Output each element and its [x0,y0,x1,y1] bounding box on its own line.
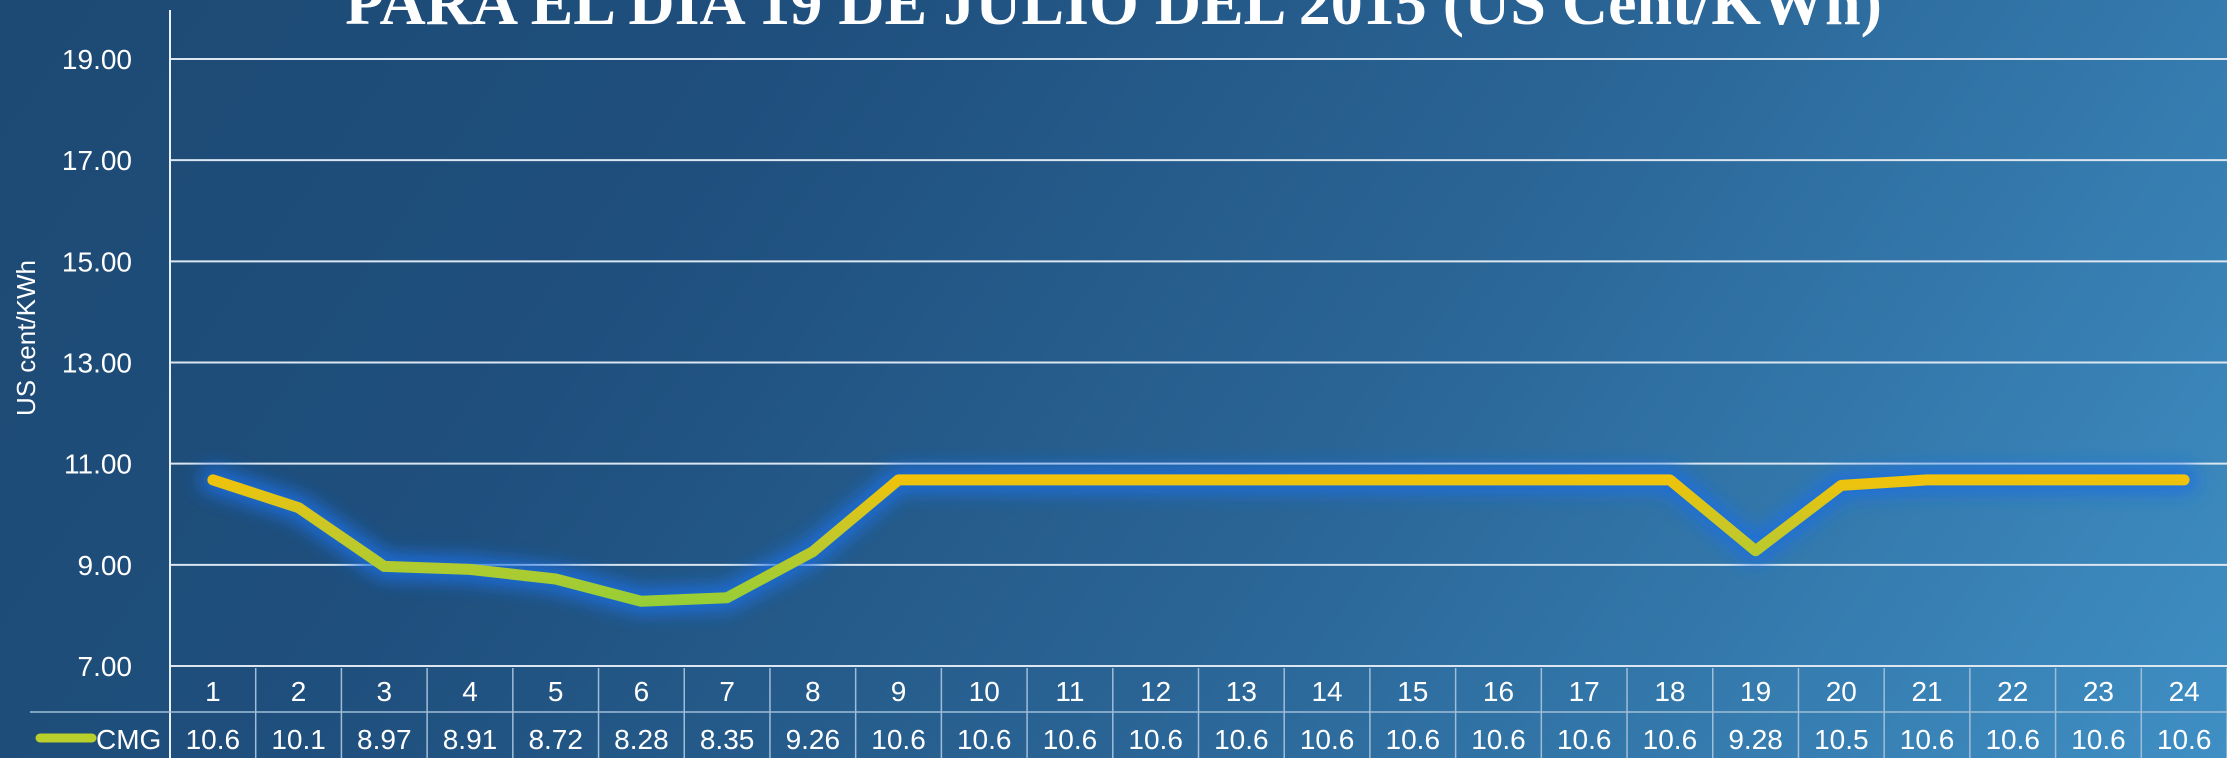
x-tick-label: 21 [1911,676,1942,707]
data-point [296,505,302,511]
x-tick-label: 3 [376,676,392,707]
data-point [724,595,730,601]
data-label: 10.6 [1471,724,1526,755]
legend-label: CMG [96,724,161,755]
data-label: 10.6 [186,724,241,755]
data-point [1753,548,1759,554]
data-point [381,563,387,569]
data-point [1581,477,1587,483]
x-tick-label: 8 [805,676,821,707]
data-point [1410,477,1416,483]
data-label: 10.6 [871,724,926,755]
data-label: 10.6 [1643,724,1698,755]
x-tick-label: 5 [548,676,564,707]
x-tick-label: 15 [1397,676,1428,707]
y-tick-label: 7.00 [78,651,133,682]
x-tick-label: 4 [462,676,478,707]
y-tick-label: 9.00 [78,550,133,581]
data-label: 10.6 [1300,724,1355,755]
data-point [810,549,816,555]
series-line-glow [199,466,2198,615]
x-tick-label: 9 [891,676,907,707]
data-label: 10.6 [1043,724,1098,755]
data-label: 10.6 [1128,724,1183,755]
data-label: 9.26 [786,724,841,755]
x-tick-label: 11 [1055,676,1084,707]
series-line-cmg [207,474,2190,607]
data-label: 10.5 [1814,724,1869,755]
data-point [1067,477,1073,483]
x-tick-label: 16 [1483,676,1514,707]
data-point [1667,477,1673,483]
x-tick-label: 20 [1826,676,1857,707]
x-tick-label: 17 [1569,676,1600,707]
data-label: 10.6 [2157,724,2212,755]
data-label: 8.28 [614,724,669,755]
y-tick-label: 17.00 [62,145,132,176]
x-tick-label: 18 [1654,676,1685,707]
data-point [1838,482,1844,488]
x-tick-label: 13 [1226,676,1257,707]
data-point [2010,477,2016,483]
data-label: 10.6 [1985,724,2040,755]
data-label: 10.6 [1386,724,1441,755]
x-tick-label: 6 [634,676,650,707]
data-label: 9.28 [1728,724,1783,755]
y-tick-label: 13.00 [62,348,132,379]
y-axis-label: US cent/KWh [11,260,41,416]
x-tick-label: 12 [1140,676,1171,707]
y-tick-label: 11.00 [64,449,132,480]
data-label: 10.6 [1214,724,1269,755]
data-point [1495,477,1501,483]
data-point [1238,477,1244,483]
x-tick-label: 24 [2169,676,2200,707]
data-point [210,477,216,483]
chart-title: PARA EL DIA 19 DE JULIO DEL 2015 (US Cen… [345,0,1882,38]
x-tick-label: 2 [291,676,307,707]
data-label: 8.35 [700,724,755,755]
data-label: 8.91 [443,724,498,755]
data-point [553,576,559,582]
x-tick-label: 23 [2083,676,2114,707]
x-tick-label: 19 [1740,676,1771,707]
data-point [638,598,644,604]
data-label: 10.6 [957,724,1012,755]
x-tick-label: 10 [969,676,1000,707]
x-tick-label: 1 [205,676,221,707]
x-tick-label: 22 [1997,676,2028,707]
data-label: 10.6 [1557,724,1612,755]
data-label: 8.97 [357,724,412,755]
data-point [467,566,473,572]
data-point [1924,477,1930,483]
data-label: 8.72 [528,724,583,755]
x-tick-label: 7 [719,676,735,707]
y-tick-label: 15.00 [62,246,132,277]
data-point [1153,477,1159,483]
data-point [2181,477,2187,483]
data-label: 10.6 [2071,724,2126,755]
x-tick-label: 14 [1311,676,1342,707]
data-point [1324,477,1330,483]
data-point [896,477,902,483]
data-point [2095,477,2101,483]
data-label: 10.6 [1900,724,1955,755]
y-tick-label: 19.00 [62,44,132,75]
data-label: 10.1 [271,724,326,755]
data-point [981,477,987,483]
